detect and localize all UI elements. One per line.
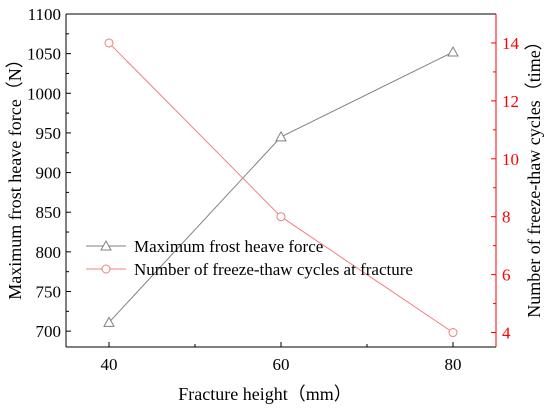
x-tick-label: 80 bbox=[445, 355, 462, 374]
x-tick-label: 40 bbox=[101, 355, 118, 374]
legend-label: Number of freeze-thaw cycles at fracture bbox=[134, 260, 413, 279]
left-tick-label: 950 bbox=[36, 124, 62, 143]
data-point bbox=[447, 46, 459, 57]
x-axis-label: Fracture height（mm） bbox=[178, 384, 351, 404]
right-tick-label: 4 bbox=[502, 324, 511, 343]
left-tick-label: 750 bbox=[36, 283, 62, 302]
data-point bbox=[275, 130, 287, 142]
left-tick-label: 900 bbox=[36, 164, 62, 183]
right-tick-label: 14 bbox=[502, 34, 520, 53]
right-axis-ticks: 4 6 8 10 12 14 bbox=[491, 34, 520, 343]
series-line bbox=[108, 42, 454, 333]
right-tick-label: 6 bbox=[502, 266, 511, 285]
right-tick-label: 10 bbox=[502, 150, 519, 169]
legend-label: Maximum frost heave force bbox=[134, 237, 323, 256]
legend-marker bbox=[100, 239, 112, 251]
left-axis-label: Maximum frost heave force（N） bbox=[5, 50, 25, 299]
series-2 bbox=[104, 38, 458, 338]
left-tick-label: 700 bbox=[36, 322, 62, 341]
plot-frame bbox=[65, 13, 497, 348]
left-tick-label: 1000 bbox=[27, 84, 61, 103]
data-point bbox=[103, 316, 115, 327]
legend-marker bbox=[101, 264, 111, 274]
left-tick-label: 800 bbox=[36, 243, 62, 262]
data-point bbox=[104, 38, 114, 48]
data-point bbox=[448, 328, 458, 338]
x-axis-ticks: 40 60 80 bbox=[101, 342, 462, 374]
left-tick-label: 850 bbox=[36, 203, 62, 222]
left-axis-ticks: 700 750 800 850 900 950 1000 1050 1100 bbox=[27, 5, 71, 341]
x-tick-label: 60 bbox=[273, 355, 290, 374]
series-layer bbox=[103, 38, 459, 338]
right-tick-label: 8 bbox=[502, 208, 511, 227]
right-axis-label: Number of freeze-thaw cycles（time） bbox=[524, 32, 544, 317]
left-tick-label: 1100 bbox=[28, 5, 61, 24]
data-point bbox=[276, 212, 286, 222]
right-tick-label: 12 bbox=[502, 92, 519, 111]
left-tick-label: 1050 bbox=[27, 45, 61, 64]
series-line bbox=[108, 51, 454, 323]
legend: Maximum frost heave force Number of freez… bbox=[86, 237, 413, 279]
legend-entry: Number of freeze-thaw cycles at fracture bbox=[86, 260, 413, 279]
legend-entry: Maximum frost heave force bbox=[86, 237, 323, 256]
series-1 bbox=[103, 46, 459, 327]
